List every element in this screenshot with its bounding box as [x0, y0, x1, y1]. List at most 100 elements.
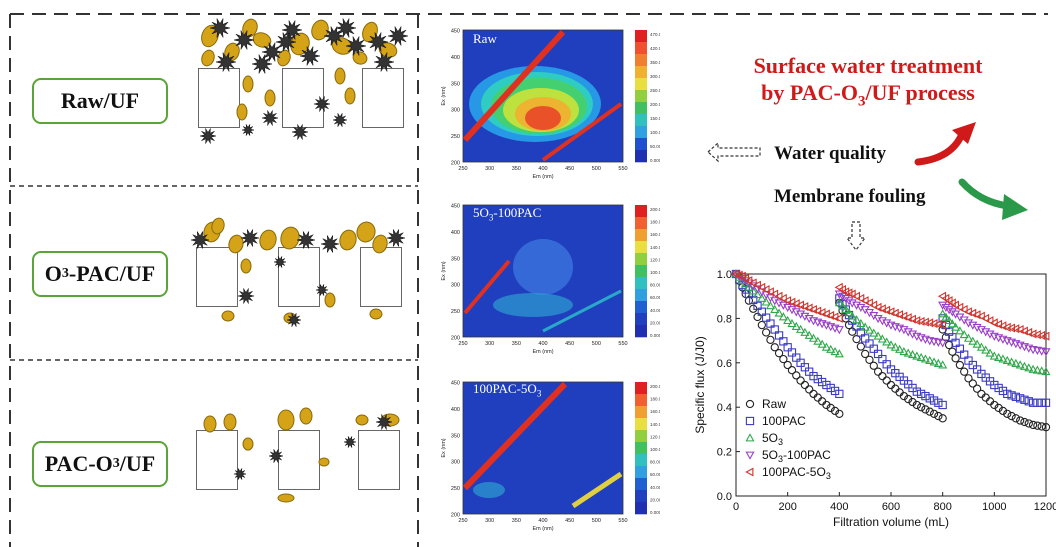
membrane-block	[198, 68, 240, 128]
data-point	[1032, 365, 1042, 374]
data-point	[886, 340, 896, 349]
eem-y-tick: 200	[451, 161, 460, 167]
eem-scatter-band	[542, 289, 622, 333]
particle-icon	[372, 234, 388, 254]
data-point	[1028, 364, 1038, 373]
data-point	[774, 291, 783, 301]
data-point	[1016, 416, 1025, 425]
eem-scale-cell	[635, 325, 647, 338]
data-point	[985, 348, 995, 357]
data-point	[882, 360, 891, 369]
eem-scale-cell	[635, 66, 647, 79]
foulant-star-icon	[275, 32, 297, 52]
eem-y-tick: 350	[451, 433, 460, 439]
data-point	[1011, 358, 1021, 367]
data-point	[976, 311, 985, 321]
eem-y-tick: 250	[451, 309, 460, 315]
eem-scatter-band	[463, 259, 511, 315]
data-point	[895, 344, 905, 353]
data-point	[800, 380, 810, 390]
data-point	[1002, 355, 1012, 365]
foulant-star-icon	[367, 32, 389, 52]
legend-label: 5O3-100PAC	[762, 448, 831, 464]
data-point	[929, 409, 939, 419]
data-point	[821, 342, 831, 351]
data-point	[761, 285, 770, 295]
eem-contour	[513, 239, 573, 295]
data-point	[835, 389, 844, 399]
data-point	[989, 351, 999, 360]
green-curved-arrow-icon	[958, 178, 1028, 220]
data-point	[925, 355, 935, 365]
data-point	[761, 297, 771, 306]
eem-scatter-band	[541, 102, 623, 162]
dashed-down-arrow-icon	[845, 221, 867, 251]
eem-scale-tick: 120.0	[650, 434, 660, 439]
data-point	[779, 337, 788, 346]
y-tick-label: 0.2	[717, 447, 732, 459]
data-point	[1041, 331, 1050, 341]
data-point	[925, 394, 934, 403]
data-point	[882, 376, 891, 385]
data-point	[774, 349, 784, 358]
particle-icon	[344, 87, 356, 105]
data-point	[770, 343, 779, 352]
data-point	[1011, 414, 1021, 423]
data-point	[920, 354, 930, 363]
eem-scale-cell	[635, 418, 647, 431]
eem-scale-tick: 180.0	[650, 220, 660, 225]
data-point	[783, 315, 793, 325]
data-point	[938, 414, 947, 423]
data-point	[805, 385, 814, 394]
particle-icon	[236, 103, 248, 121]
data-point	[1007, 391, 1016, 400]
eem-scale-cell	[635, 102, 647, 115]
data-point	[873, 349, 883, 359]
flux-chart: 0.0 0.2 0.4 0.6 0.8 1.0 0 200 400 600 800 1000 1200 F…	[693, 269, 1056, 529]
eem-scale-cell	[635, 490, 647, 503]
data-point	[937, 320, 947, 330]
data-point	[796, 324, 806, 333]
data-point	[749, 304, 758, 313]
data-point	[804, 330, 814, 339]
foulant-star-icon	[237, 288, 255, 304]
data-point	[774, 308, 784, 317]
eem-scale-cell	[635, 466, 647, 479]
dashed-left-arrow-icon	[707, 141, 761, 163]
foulant-star-icon	[261, 110, 279, 126]
membrane-block	[360, 247, 402, 307]
eem-scale-tick: 200.0	[650, 207, 660, 212]
data-point	[1007, 411, 1016, 421]
data-point	[938, 309, 948, 318]
data-point	[968, 379, 977, 388]
particle-icon	[311, 19, 329, 41]
particle-icon	[264, 89, 276, 107]
data-point	[835, 409, 844, 419]
data-point	[980, 313, 990, 323]
data-point	[808, 333, 819, 342]
eem-x-tick: 550	[618, 341, 627, 347]
data-point	[822, 400, 831, 410]
data-point	[869, 361, 878, 370]
membrane-block	[278, 247, 320, 307]
foulant-star-icon	[190, 231, 210, 249]
foulant-star-icon	[373, 52, 395, 72]
eem-y-tick: 300	[451, 283, 460, 289]
particle-icon	[203, 415, 217, 433]
data-point	[770, 325, 779, 334]
data-point	[912, 400, 921, 410]
eem-scale-cell	[635, 30, 647, 43]
data-point	[779, 354, 788, 364]
membrane-block	[358, 430, 400, 490]
data-point	[938, 301, 948, 310]
eem-x-tick: 300	[485, 341, 494, 347]
data-point	[770, 289, 779, 299]
eem-scale-tick: 50.00	[650, 144, 660, 149]
data-point	[817, 339, 827, 348]
x-tick-label: 200	[778, 501, 796, 513]
data-point	[800, 327, 810, 336]
data-point	[817, 377, 827, 387]
eem-scale-tick: 180.0	[650, 397, 660, 402]
data-point	[951, 354, 960, 363]
eem-y-tick: 350	[451, 256, 460, 262]
